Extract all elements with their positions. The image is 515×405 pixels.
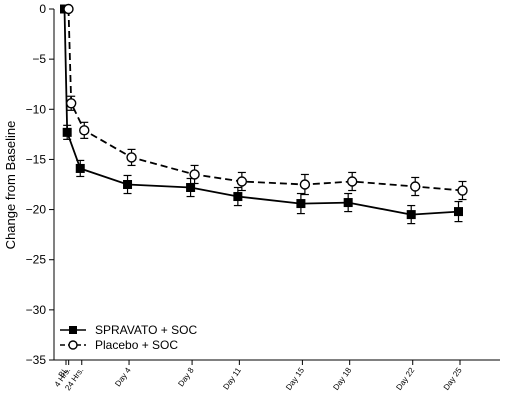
y-tick-label: −20 [26,203,47,217]
y-tick-label: −25 [26,253,47,267]
x-tick-label: Day 18 [331,366,353,392]
data-point [63,3,74,15]
legend-swatch-marker-spravato [69,326,77,334]
axes [53,9,500,361]
legend-swatch-marker-placebo [68,340,78,350]
series-line [63,8,459,216]
y-ticks: 0 −5 −10 −15 −20 −25 −30 −35 [26,2,54,367]
data-point [236,176,248,187]
data-point [457,185,468,196]
x-tick-label: Day 25 [442,366,464,392]
data-point [79,125,90,136]
legend: SPRAVATO + SOC Placebo + SOC [60,323,197,352]
legend-label-spravato: SPRAVATO + SOC [95,323,197,337]
legend-item-spravato: SPRAVATO + SOC [60,323,197,337]
data-point [126,152,137,163]
y-tick-label: −5 [32,52,46,66]
legend-item-placebo: Placebo + SOC [60,338,178,352]
data-point [65,98,77,109]
x-tick-label: Day 15 [284,366,306,392]
data-point [299,179,311,190]
data-point [410,181,421,192]
y-tick-label: 0 [39,2,46,16]
y-tick-label: −35 [26,353,47,367]
y-axis-title: Change from Baseline [3,121,18,250]
data-point [343,198,353,208]
x-tick-label: Day 4 [113,366,133,389]
x-tick-label: Day 11 [221,366,243,392]
data-point [406,210,416,220]
data-point [454,207,463,217]
series-group [60,3,468,225]
series-placebo [63,3,468,201]
x-tick-label: Day 22 [394,366,416,392]
y-tick-label: −30 [26,303,47,317]
legend-label-placebo: Placebo + SOC [95,338,178,352]
series-line [67,8,463,192]
data-point [346,176,358,187]
data-point [186,183,196,193]
x-ticks: BL4 Hrs.24 Hrs. Day 4 Day 8 Day 11 Day 15 Day… [53,360,464,392]
data-point [62,127,72,137]
y-tick-label: −10 [26,102,47,116]
data-point [75,163,85,173]
data-point [189,169,200,180]
y-tick-label: −15 [26,152,47,166]
data-point [233,192,243,202]
x-tick-label: Day 8 [176,366,196,389]
data-point [296,199,306,209]
data-point [123,180,133,189]
series-spravato [60,4,463,225]
